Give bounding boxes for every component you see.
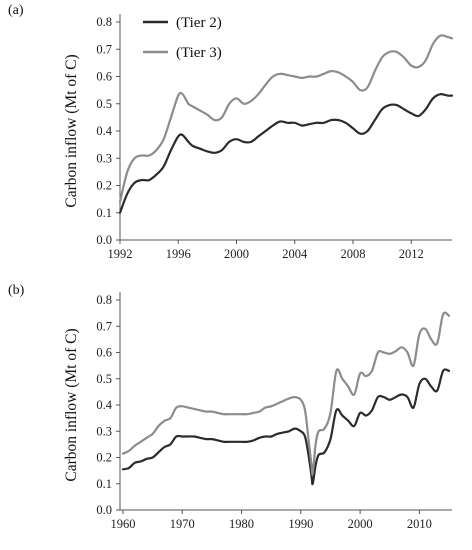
x-tick-label: 1990 [288, 517, 313, 531]
y-axis-label: Carbon inflow (Mt of C) [63, 54, 80, 207]
chart-panel-b: (b) 0.0 0.1 0.2 0.3 0.4 0.5 0.6 0.7 0.8 1960 1970 19… [8, 283, 452, 531]
series-line-tier-3 [121, 311, 451, 476]
y-tick-label: 0.1 [96, 477, 112, 491]
y-tick-label: 0.7 [96, 319, 112, 333]
y-tick-label: 0.3 [96, 424, 112, 438]
y-tick-label: 0.0 [96, 233, 112, 247]
y-tick-label: 0.1 [96, 206, 112, 220]
y-axis-label: Carbon inflow (Mt of C) [63, 328, 80, 481]
series-line-tier-2 [121, 368, 451, 486]
x-tick-label: 1992 [108, 247, 133, 261]
x-tick-label: 1970 [170, 517, 195, 531]
x-tick-label: 2000 [348, 517, 373, 531]
y-tick-label: 0.8 [96, 15, 112, 29]
y-tick-label: 0.5 [96, 372, 112, 386]
series-line-tier-3 [118, 34, 454, 203]
legend-label-tier-2: (Tier 2) [176, 15, 222, 31]
x-tick-label: 1960 [110, 517, 135, 531]
x-tick-label: 1980 [229, 517, 254, 531]
x-tick-label: 2008 [340, 247, 365, 261]
series-line-tier-2 [118, 93, 454, 214]
panel-label: (a) [8, 3, 24, 18]
y-tick-label: 0.2 [96, 179, 112, 193]
y-tick-label: 0.5 [96, 97, 112, 111]
x-tick-label: 2004 [282, 247, 308, 261]
x-tick-label: 2010 [407, 517, 432, 531]
legend-label-tier-3: (Tier 3) [176, 45, 222, 61]
x-tick-label: 2000 [224, 247, 249, 261]
y-tick-label: 0.6 [96, 346, 112, 360]
y-tick-label: 0.8 [96, 293, 112, 307]
y-tick-label: 0.4 [96, 124, 112, 138]
y-tick-label: 0.2 [96, 451, 112, 465]
x-tick-label: 1996 [166, 247, 191, 261]
panel-label: (b) [8, 283, 25, 298]
y-tick-label: 0.7 [96, 42, 112, 56]
x-tick-label: 2012 [399, 247, 424, 261]
chart-panel-a: (a) 0.0 0.1 0.2 0.3 0.4 0.5 0.6 0.7 0.8 1992 1996 20… [8, 3, 454, 261]
y-tick-label: 0.6 [96, 70, 112, 84]
y-tick-label: 0.3 [96, 151, 112, 165]
y-tick-label: 0.0 [96, 503, 112, 517]
y-tick-label: 0.4 [96, 398, 112, 412]
